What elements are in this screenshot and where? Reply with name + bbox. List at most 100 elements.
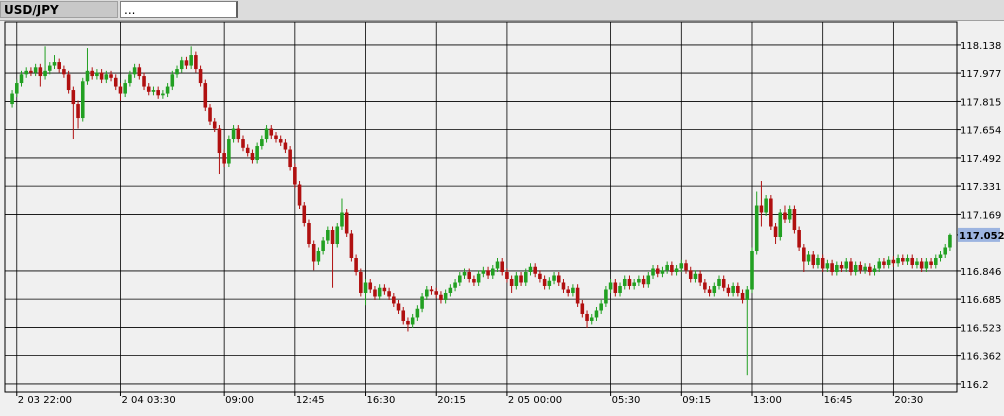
candle-body — [335, 226, 340, 244]
x-tick-label: 2 05 00:00 — [508, 395, 562, 406]
candle-body — [321, 240, 325, 251]
candle-body — [194, 55, 198, 70]
candle-body — [655, 268, 660, 274]
candle-body — [556, 275, 561, 283]
x-tick-label: 09:15 — [682, 395, 711, 406]
y-tick-label: 117.977 — [960, 69, 1001, 80]
x-tick-label: 16:30 — [367, 395, 396, 406]
candle-body — [109, 74, 113, 78]
candle-body — [571, 287, 575, 293]
candle-body — [882, 261, 886, 265]
candle-body — [934, 257, 938, 265]
candle-body — [778, 212, 783, 238]
candle-body — [217, 128, 222, 154]
candle-body — [227, 139, 231, 164]
candle-body — [236, 128, 241, 140]
candle-body — [260, 139, 264, 147]
secondary-tab[interactable]: ... — [120, 1, 238, 18]
candle-body — [156, 90, 160, 96]
candle-body — [175, 69, 179, 75]
candle-body — [293, 167, 297, 185]
candle-body — [660, 270, 665, 274]
y-tick-label: 118.138 — [960, 41, 1001, 52]
candle-body — [830, 263, 834, 272]
candle-body — [637, 278, 641, 283]
candle-body — [622, 278, 627, 286]
candle-body — [231, 128, 236, 140]
candle-body — [472, 278, 476, 283]
candle-body — [95, 72, 99, 77]
candle-body — [858, 264, 863, 271]
candle-body — [481, 270, 486, 274]
candle-body — [552, 275, 556, 281]
candle-body — [905, 257, 910, 262]
candle-body — [759, 205, 764, 213]
candle-body — [467, 271, 472, 279]
candle-body — [872, 268, 877, 272]
y-tick-label: 116.685 — [960, 295, 1001, 306]
candle-body — [938, 254, 943, 258]
candle-body — [538, 273, 542, 279]
candle-body — [377, 287, 382, 297]
candle-body — [14, 83, 19, 94]
candle-body — [76, 104, 80, 119]
candle-body — [929, 261, 933, 265]
candle-body — [613, 282, 618, 293]
candle-body — [717, 278, 721, 286]
candle-body — [255, 146, 259, 161]
candle-body — [915, 261, 919, 265]
candle-body — [839, 264, 844, 269]
candle-body — [849, 261, 853, 272]
candle-body — [283, 142, 288, 150]
symbol-tab[interactable]: USD/JPY — [0, 1, 118, 18]
last-price-label: 117.052 — [959, 231, 1004, 242]
candle-body — [943, 247, 948, 255]
candle-body — [47, 65, 52, 71]
candle-body — [863, 266, 867, 271]
candle-body — [43, 70, 47, 77]
candle-body — [448, 287, 453, 293]
candle-body — [679, 263, 684, 269]
candle-body — [363, 282, 368, 293]
candle-body — [439, 294, 443, 300]
candle-body — [877, 261, 882, 269]
candle-body — [707, 289, 712, 293]
candle-body — [646, 275, 651, 285]
candle-body — [919, 261, 924, 269]
candle-body — [161, 93, 165, 96]
candle-body — [528, 266, 533, 272]
candle-body — [585, 313, 589, 321]
x-tick-label: 20:30 — [894, 395, 923, 406]
candle-body — [142, 76, 146, 87]
candle-body — [396, 303, 401, 311]
candle-body — [792, 209, 797, 231]
candle-body — [797, 230, 801, 248]
x-tick-label: 20:15 — [437, 395, 466, 406]
candle-body — [349, 233, 354, 258]
candle-body — [575, 287, 580, 304]
candle-body — [948, 234, 952, 248]
candle-body — [179, 60, 184, 70]
y-tick-label: 117.654 — [960, 126, 1001, 137]
candle-body — [604, 289, 608, 304]
candle-body — [297, 184, 302, 206]
candle-body — [33, 67, 38, 73]
candle-body — [561, 282, 566, 290]
candle-body — [750, 250, 754, 290]
candle-body — [443, 292, 448, 300]
candle-body — [387, 291, 391, 297]
candle-body — [500, 261, 504, 272]
y-tick-label: 116.362 — [960, 352, 1001, 363]
candle-body — [90, 70, 94, 77]
candle-body — [886, 259, 891, 265]
candle-body — [853, 264, 858, 272]
candle-body — [10, 93, 14, 105]
candle-body — [99, 72, 104, 80]
candle-body — [340, 212, 344, 227]
candle-body — [486, 270, 490, 276]
candle-body — [80, 81, 85, 119]
candle-body — [462, 271, 467, 276]
candle-body — [71, 90, 76, 105]
candle-body — [891, 259, 896, 264]
candle-body — [608, 282, 613, 290]
